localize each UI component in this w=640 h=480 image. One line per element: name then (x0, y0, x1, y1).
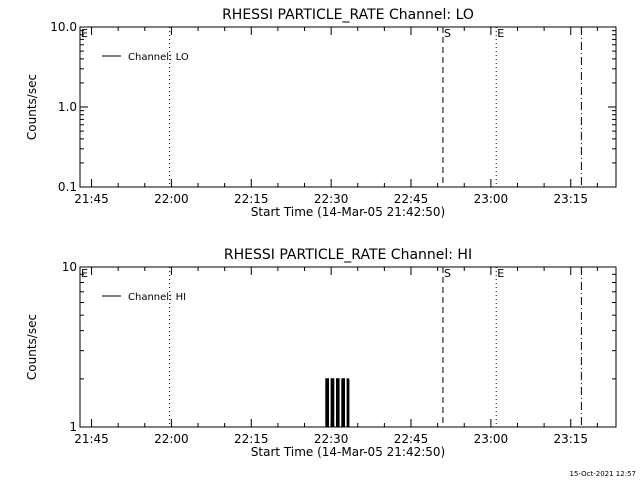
y-tick-label: 10 (62, 260, 77, 274)
event-marker-label: S (444, 267, 451, 280)
x-tick-label: 22:00 (154, 432, 189, 446)
x-tick-label: 22:30 (314, 192, 349, 206)
x-axis-label: Start Time (14-Mar-05 21:42:50) (251, 205, 445, 219)
event-marker-label: E (81, 27, 88, 40)
event-marker-label: E (81, 267, 88, 280)
plot-frame (79, 26, 617, 188)
event-marker-label: E (497, 27, 504, 40)
y-tick-label: 1.0 (58, 100, 77, 114)
x-tick-label: 22:15 (234, 432, 269, 446)
x-tick-label: 22:30 (314, 432, 349, 446)
event-marker-label: E (497, 267, 504, 280)
x-tick-label: 22:15 (234, 192, 269, 206)
y-tick-label: 10.0 (50, 20, 77, 34)
x-tick-label: 23:00 (474, 192, 509, 206)
series-line (325, 378, 350, 428)
legend-entry: Channel: LO (128, 52, 189, 63)
y-axis-label: Counts/sec (25, 74, 39, 140)
chart-title: RHESSI PARTICLE_RATE Channel: HI (224, 247, 472, 263)
x-tick-label: 23:15 (553, 432, 588, 446)
x-tick-label: 23:00 (474, 432, 509, 446)
x-axis-label: Start Time (14-Mar-05 21:42:50) (251, 445, 445, 459)
x-tick-label: 22:45 (394, 432, 429, 446)
lo-channel-panel: RHESSI PARTICLE_RATE Channel: LO Counts/s… (25, 7, 617, 219)
y-tick-label: 0.1 (58, 180, 77, 194)
x-tick-label: 22:45 (394, 192, 429, 206)
y-tick-label: 1 (69, 420, 77, 434)
hi-channel-panel: RHESSI PARTICLE_RATE Channel: HI Counts/s… (25, 247, 617, 459)
x-tick-label: 21:45 (74, 432, 109, 446)
legend-entry: Channel: HI (128, 292, 186, 303)
x-tick-label: 21:45 (74, 192, 109, 206)
generation-timestamp: 15-Oct-2021 12:57 (570, 470, 636, 478)
chart-title: RHESSI PARTICLE_RATE Channel: LO (222, 7, 474, 23)
y-axis-label: Counts/sec (25, 314, 39, 380)
event-marker-label: S (444, 27, 451, 40)
x-tick-label: 23:15 (553, 192, 588, 206)
x-tick-label: 22:00 (154, 192, 189, 206)
